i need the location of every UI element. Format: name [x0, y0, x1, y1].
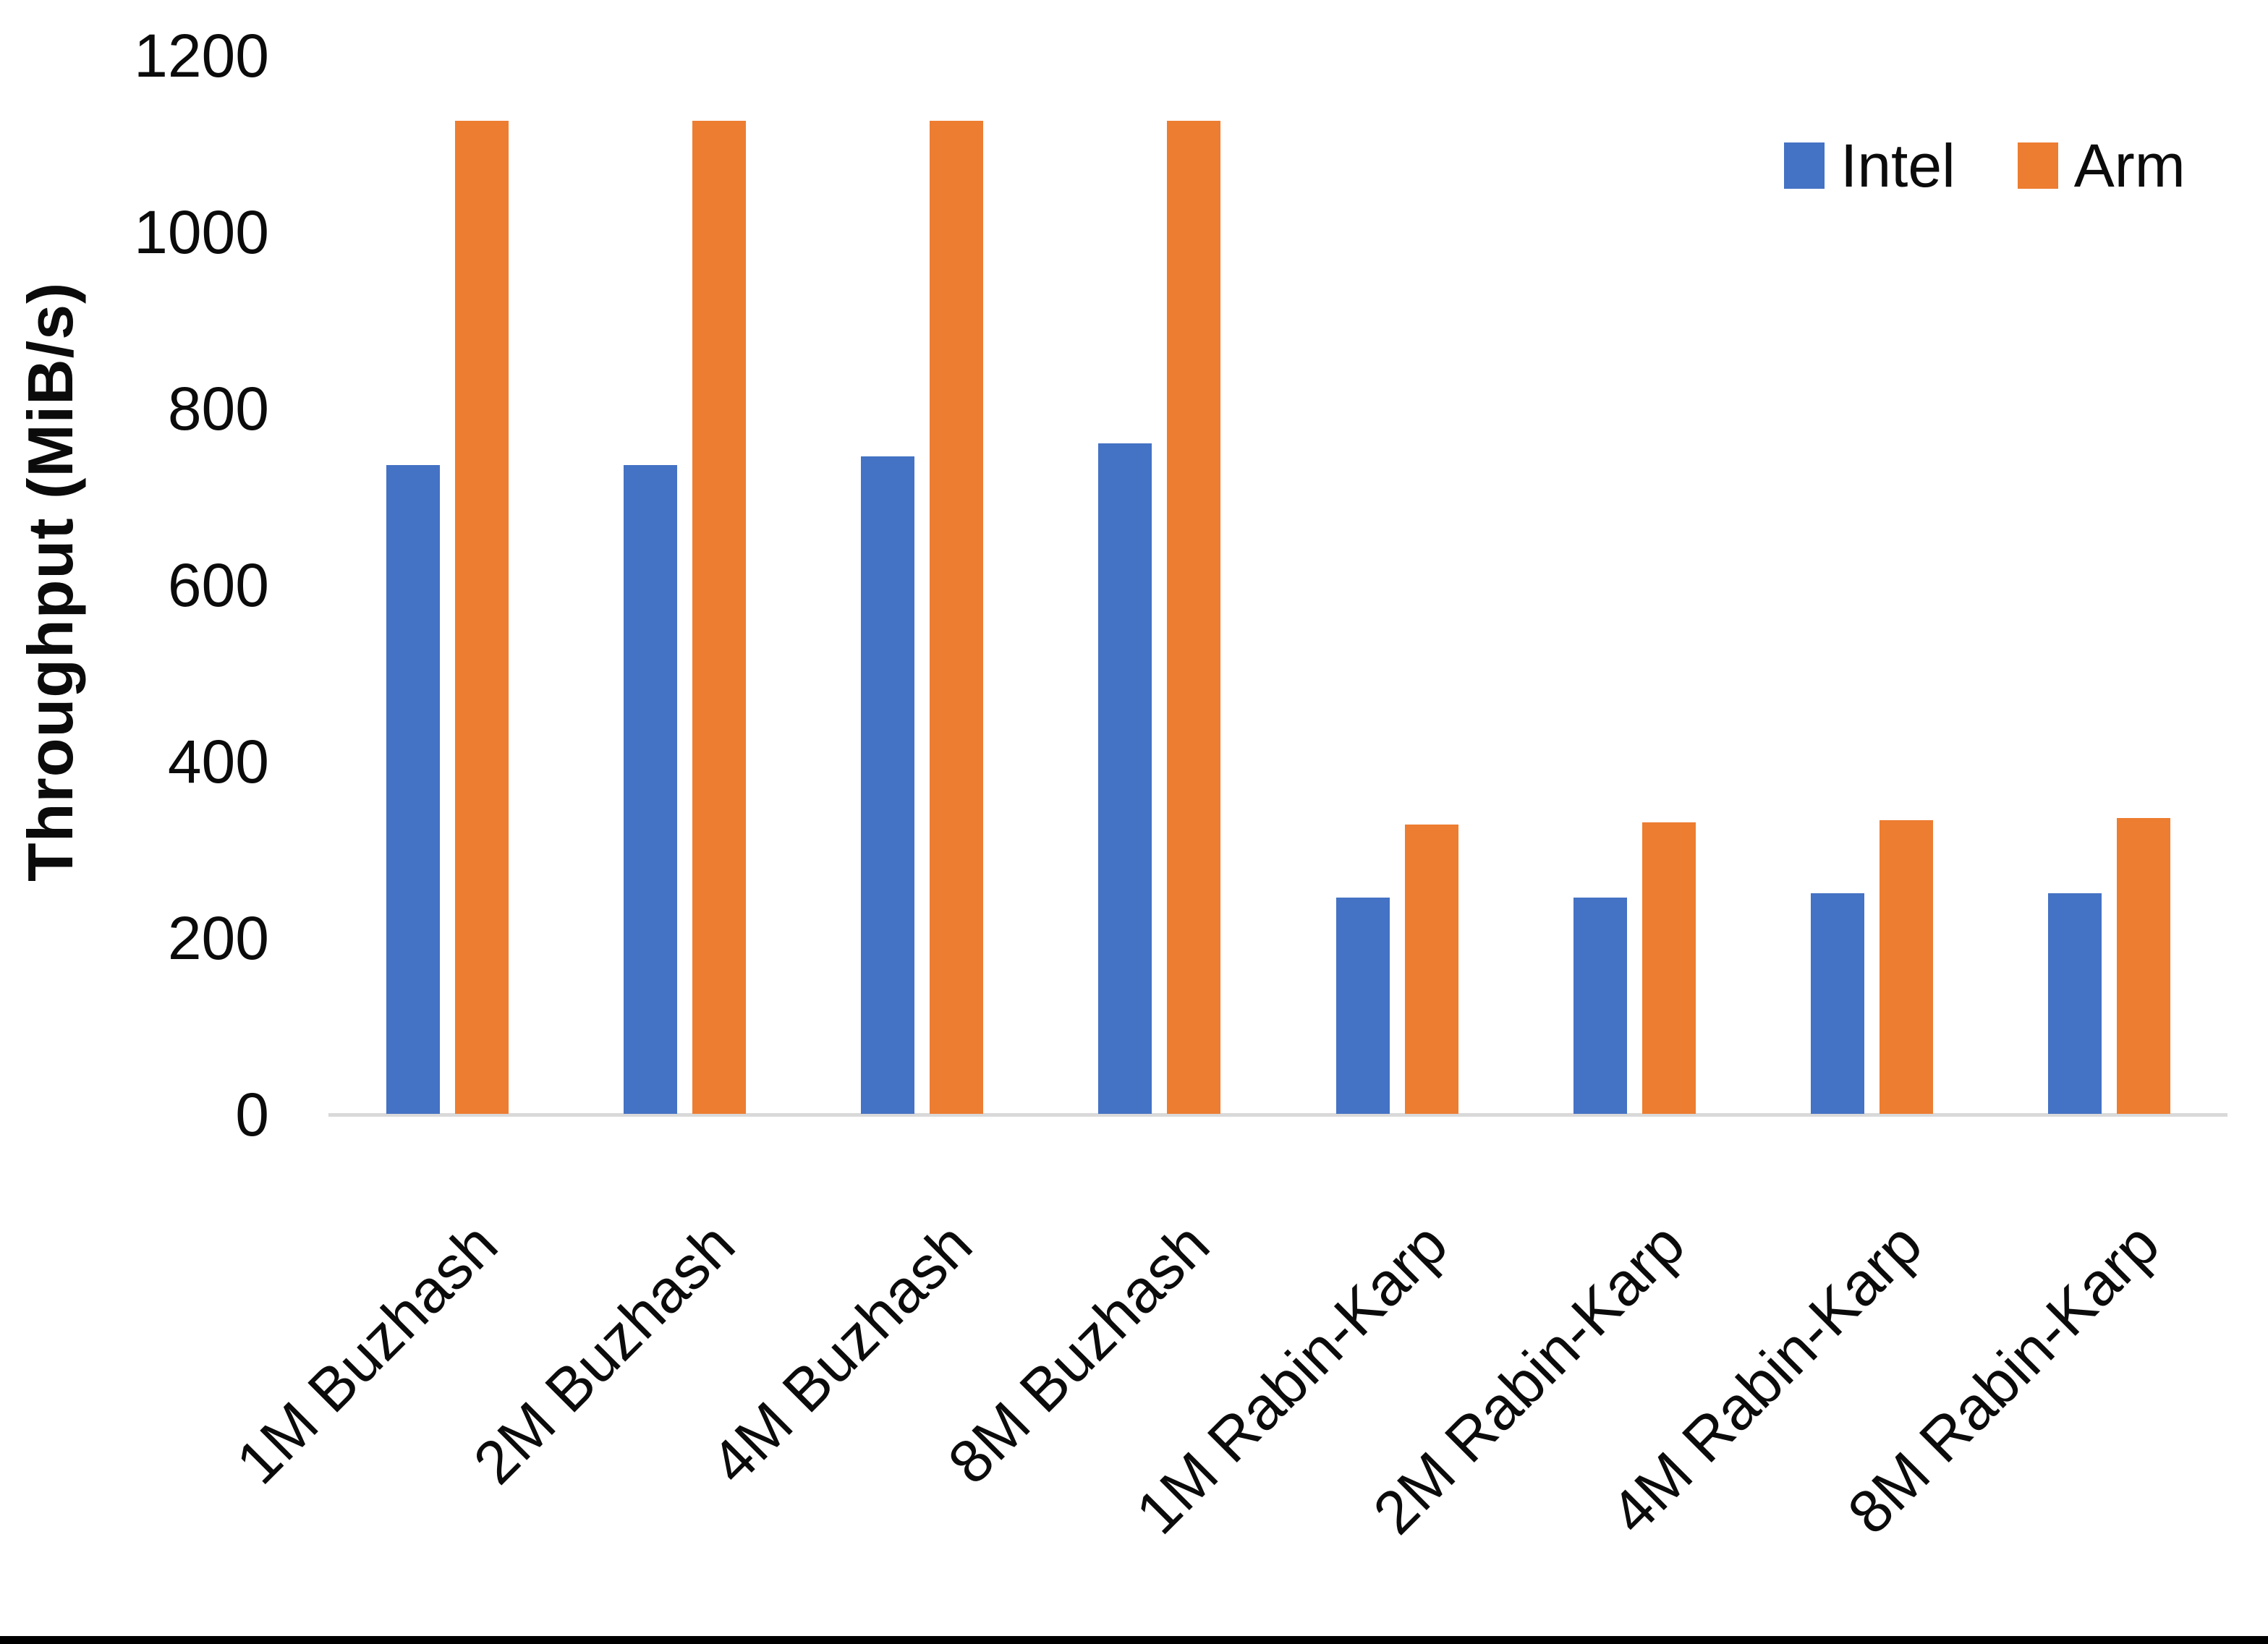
legend-swatch-intel	[1784, 142, 1825, 189]
legend: Intel Arm	[1784, 132, 2186, 200]
bar-arm-4m-buzhash	[930, 121, 983, 1114]
bar-intel-1m-buzhash	[386, 465, 440, 1114]
bar-arm-2m-rabin-karp	[1642, 822, 1696, 1114]
legend-label-intel: Intel	[1840, 132, 1955, 200]
bottom-border	[0, 1636, 2268, 1644]
bar-arm-8m-buzhash	[1167, 121, 1220, 1114]
bar-arm-1m-buzhash	[455, 121, 509, 1114]
legend-label-arm: Arm	[2073, 132, 2186, 200]
x-axis-line	[328, 1113, 2227, 1117]
y-tick-label-400: 400	[167, 728, 269, 796]
bar-intel-8m-buzhash	[1098, 443, 1152, 1114]
bar-intel-2m-rabin-karp	[1573, 898, 1627, 1114]
bar-intel-4m-buzhash	[861, 456, 914, 1114]
bar-arm-2m-buzhash	[692, 121, 746, 1114]
bar-arm-4m-rabin-karp	[1880, 820, 1933, 1114]
bar-intel-4m-rabin-karp	[1811, 893, 1864, 1114]
y-tick-label-1000: 1000	[134, 198, 269, 266]
y-tick-label-200: 200	[167, 904, 269, 972]
bar-arm-8m-rabin-karp	[2117, 818, 2170, 1114]
bar-intel-1m-rabin-karp	[1336, 898, 1390, 1114]
y-tick-label-0: 0	[235, 1081, 269, 1149]
y-tick-label-800: 800	[167, 375, 269, 443]
legend-swatch-arm	[2017, 142, 2058, 189]
y-tick-label-600: 600	[167, 551, 269, 619]
bar-arm-1m-rabin-karp	[1405, 825, 1458, 1114]
y-tick-label-1200: 1200	[134, 22, 269, 90]
bar-intel-2m-buzhash	[624, 465, 677, 1114]
bar-intel-8m-rabin-karp	[2048, 893, 2102, 1114]
